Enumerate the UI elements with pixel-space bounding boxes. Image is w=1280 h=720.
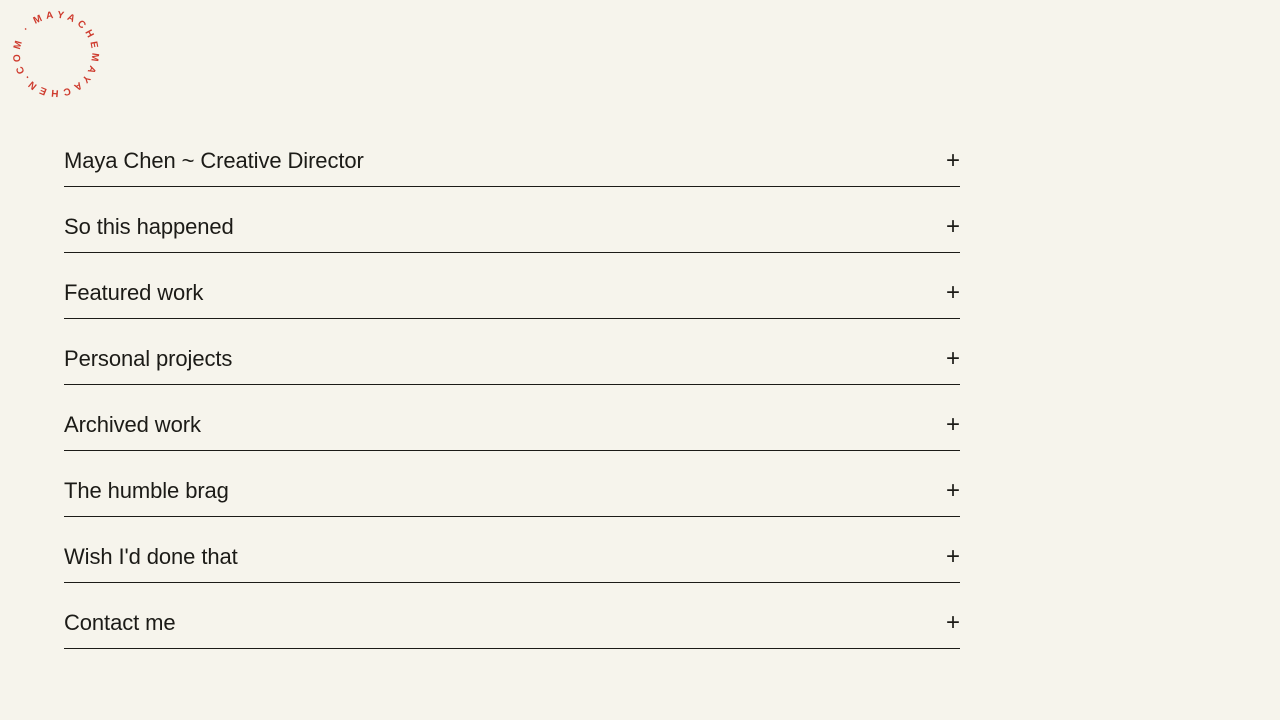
accordion-item[interactable]: Archived work + (64, 385, 960, 451)
accordion-item[interactable]: Maya Chen ~ Creative Director + (64, 121, 960, 187)
accordion-menu: Maya Chen ~ Creative Director + So this … (64, 121, 960, 649)
plus-icon[interactable]: + (945, 410, 960, 438)
accordion-item-label: Wish I'd done that (64, 543, 238, 569)
circular-text-logo-icon: MAYACHEMAYACHEN.COM · (0, 0, 118, 116)
plus-icon[interactable]: + (945, 278, 960, 306)
logo-circular-text: MAYACHEMAYACHEN.COM · (0, 0, 118, 116)
site-logo[interactable]: MAYACHEMAYACHEN.COM · (0, 0, 118, 116)
plus-icon[interactable]: + (945, 542, 960, 570)
accordion-item[interactable]: Personal projects + (64, 319, 960, 385)
accordion-item[interactable]: So this happened + (64, 187, 960, 253)
plus-icon[interactable]: + (945, 146, 960, 174)
plus-icon[interactable]: + (945, 476, 960, 504)
plus-icon[interactable]: + (945, 608, 960, 636)
accordion-item-label: Personal projects (64, 345, 233, 371)
accordion-item[interactable]: Wish I'd done that + (64, 517, 960, 583)
accordion-item-label: Contact me (64, 609, 176, 635)
accordion-item-label: Featured work (64, 279, 204, 305)
accordion-item-label: The humble brag (64, 477, 229, 503)
accordion-item-label: Maya Chen ~ Creative Director (64, 147, 364, 173)
accordion-item-label: Archived work (64, 411, 201, 437)
accordion-item[interactable]: Featured work + (64, 253, 960, 319)
plus-icon[interactable]: + (945, 212, 960, 240)
plus-icon[interactable]: + (945, 344, 960, 372)
accordion-item-label: So this happened (64, 213, 234, 239)
accordion-item[interactable]: The humble brag + (64, 451, 960, 517)
svg-text:MAYACHEMAYACHEN.COM ·: MAYACHEMAYACHEN.COM · (0, 0, 118, 116)
accordion-item[interactable]: Contact me + (64, 583, 960, 649)
